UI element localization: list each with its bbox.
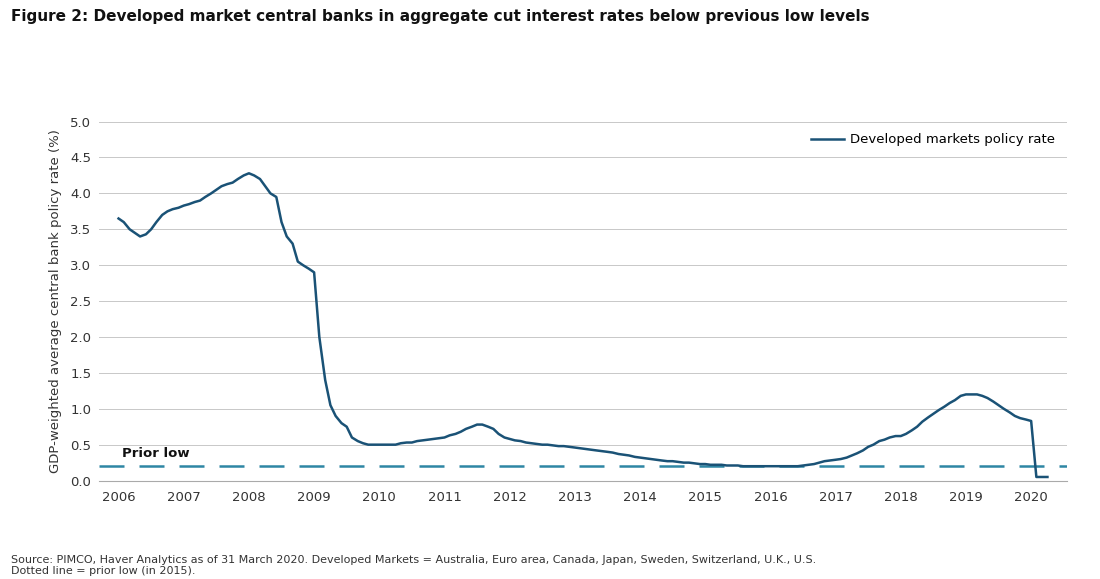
Legend: Developed markets policy rate: Developed markets policy rate [805, 128, 1060, 152]
Text: Prior low: Prior low [122, 447, 189, 460]
Text: Source: PIMCO, Haver Analytics as of 31 March 2020. Developed Markets = Australi: Source: PIMCO, Haver Analytics as of 31 … [11, 555, 816, 576]
Text: Figure 2: Developed market central banks in aggregate cut interest rates below p: Figure 2: Developed market central banks… [11, 9, 870, 24]
Y-axis label: GDP-weighted average central bank policy rate (%): GDP-weighted average central bank policy… [48, 129, 62, 473]
